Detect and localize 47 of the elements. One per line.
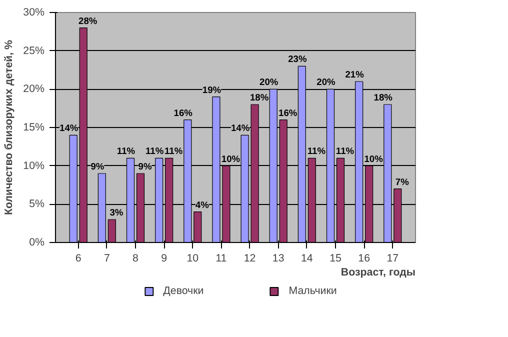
data-label: 14% [230,123,250,134]
data-label: 9% [138,162,152,172]
data-label: 11% [164,146,184,156]
data-label: 23% [288,54,308,64]
y-tick-label: 15% [23,122,46,134]
y-tick-label: 10% [23,160,46,172]
x-tick-label: 17 [386,252,399,264]
x-tick-label: 15 [330,252,342,264]
x-tick-label: 6 [75,252,82,264]
data-label: 11% [145,146,164,156]
data-label: 3% [110,208,124,218]
x-tick-label: 13 [272,252,284,264]
legend-label: Девочки [163,285,204,297]
data-label: 20% [316,77,336,88]
data-label: 19% [202,84,222,95]
data-label: 11% [116,146,136,156]
y-tick-label: 20% [23,83,46,96]
x-tick-label: 12 [244,252,256,264]
x-tick-label: 16 [358,252,370,264]
data-label: 11% [307,146,326,156]
data-label: 21% [345,70,365,80]
data-label: 28% [78,16,98,26]
x-tick-label: 8 [132,252,139,264]
x-tick-label: 11 [216,252,227,264]
y-tick-label: 5% [29,198,46,210]
data-label: 9% [90,162,105,172]
data-label: 10% [364,154,384,164]
data-label: 11% [336,146,355,156]
x-tick-label: 9 [161,252,168,264]
y-tick-label: 30% [23,6,46,18]
y-axis-title: Количество близоруких детей, % [3,40,16,215]
x-tick-label: 7 [104,252,110,264]
data-label: 16% [174,108,194,118]
data-label: 10% [221,154,241,164]
x-tick-label: 10 [186,252,199,264]
y-tick-label: 0% [29,236,46,248]
data-label: 16% [278,108,298,118]
data-label: 14% [60,123,79,134]
x-tick-label: 14 [301,252,313,264]
data-label: 18% [374,92,394,102]
data-label: 4% [195,200,210,210]
data-label: 7% [395,176,410,187]
y-tick-label: 25% [23,44,46,57]
data-label: 20% [260,77,279,88]
x-axis-title: Возраст, годы [340,266,416,278]
legend-label: Мальчики [288,285,337,297]
data-label: 18% [250,92,270,102]
